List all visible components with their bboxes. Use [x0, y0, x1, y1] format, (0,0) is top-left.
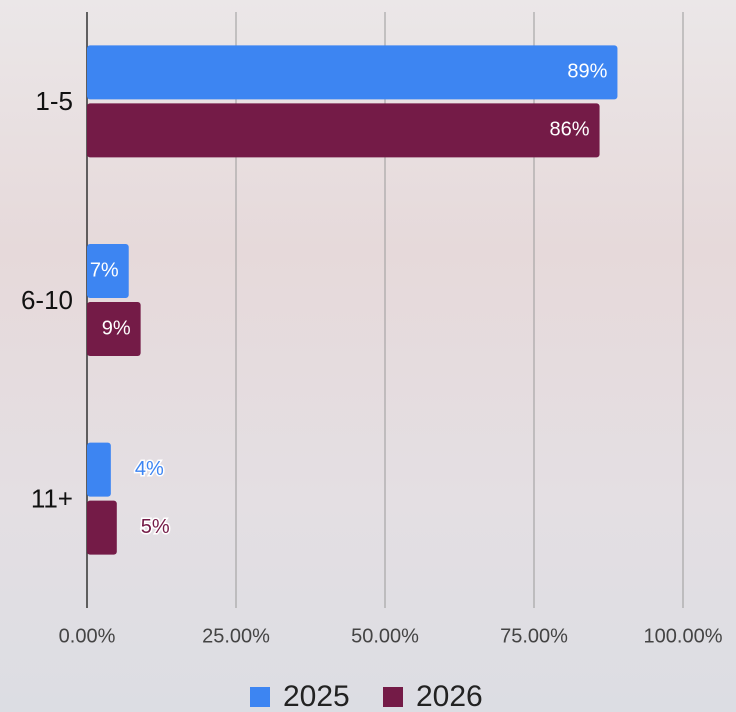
- value-label: 5%: [141, 516, 170, 538]
- x-tick-label: 75.00%: [500, 625, 568, 647]
- category-label: 1-5: [35, 86, 73, 116]
- x-tick-label: 0.00%: [59, 625, 116, 647]
- legend-label: 2026: [416, 680, 483, 712]
- category-label: 6-10: [21, 285, 73, 315]
- bar: [87, 244, 129, 298]
- value-label: 4%: [135, 458, 164, 480]
- legend-swatch: [383, 687, 403, 707]
- bar: [87, 500, 117, 555]
- value-label: 86%: [550, 119, 590, 141]
- legend-swatch: [250, 687, 270, 707]
- category-label: 11+: [31, 484, 73, 514]
- bar: [87, 45, 618, 100]
- bar: [87, 302, 141, 356]
- bar: [87, 442, 111, 497]
- value-label: 7%: [90, 259, 119, 281]
- value-label: 89%: [567, 61, 607, 83]
- x-tick-label: 100.00%: [644, 625, 723, 647]
- legend-label: 2025: [283, 680, 350, 712]
- bar: [87, 103, 600, 158]
- value-label: 9%: [102, 317, 131, 339]
- x-tick-label: 25.00%: [202, 625, 270, 647]
- x-tick-label: 50.00%: [351, 625, 419, 647]
